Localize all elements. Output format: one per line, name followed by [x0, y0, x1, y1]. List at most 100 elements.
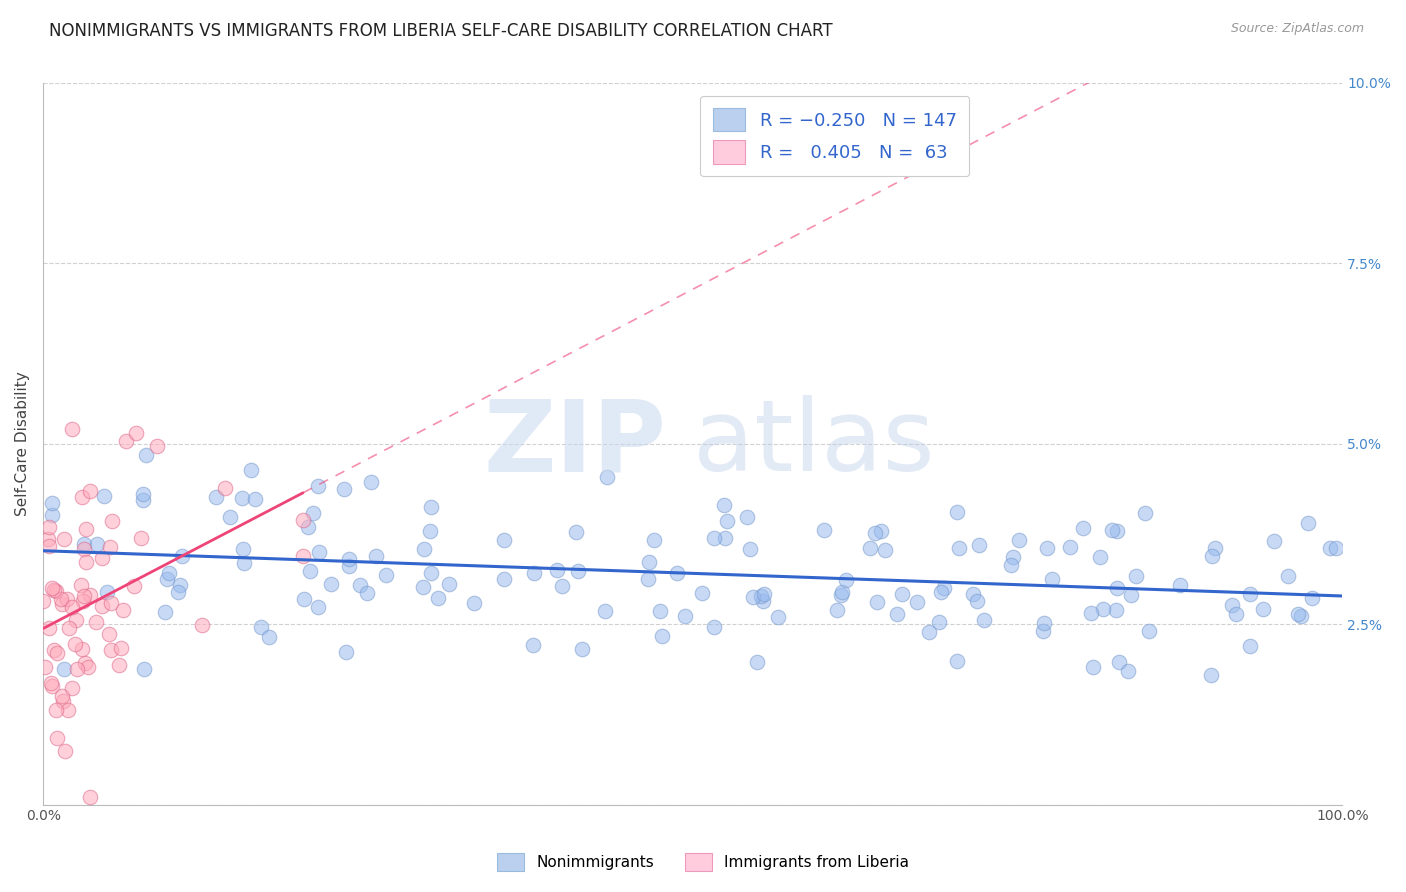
Point — [307, 479, 329, 493]
Point — [231, 491, 253, 505]
Point — [813, 523, 835, 537]
Point — [831, 585, 853, 599]
Point — [1036, 541, 1059, 555]
Point — [73, 541, 96, 556]
Point — [75, 656, 97, 670]
Point — [38, 621, 60, 635]
Point — [66, 662, 89, 676]
Point — [34, 660, 56, 674]
Point — [1059, 540, 1081, 554]
Point — [1071, 521, 1094, 535]
Point — [419, 500, 441, 515]
Point — [1263, 534, 1285, 549]
Point — [638, 555, 661, 569]
Point — [52, 662, 75, 676]
Point — [1204, 541, 1226, 555]
Point — [302, 506, 325, 520]
Point — [946, 505, 969, 519]
Point — [1225, 607, 1247, 622]
Point — [41, 581, 63, 595]
Point — [297, 520, 319, 534]
Point — [945, 654, 967, 668]
Point — [45, 702, 67, 716]
Point — [825, 603, 848, 617]
Point — [205, 490, 228, 504]
Point — [233, 556, 256, 570]
Point — [250, 620, 273, 634]
Point — [420, 566, 443, 581]
Point — [169, 578, 191, 592]
Point — [337, 559, 360, 574]
Point — [973, 613, 995, 627]
Point — [595, 604, 617, 618]
Point — [643, 533, 665, 548]
Point — [929, 584, 952, 599]
Point — [1092, 602, 1115, 616]
Text: ZIP: ZIP — [484, 395, 666, 492]
Point — [45, 584, 67, 599]
Point — [494, 572, 516, 586]
Point — [463, 596, 485, 610]
Point — [1104, 603, 1126, 617]
Point — [875, 543, 897, 558]
Point — [111, 603, 134, 617]
Point — [98, 627, 121, 641]
Point — [1032, 624, 1054, 638]
Point — [1121, 588, 1143, 602]
Point — [427, 591, 450, 605]
Point — [41, 496, 63, 510]
Point — [1199, 668, 1222, 682]
Point — [859, 541, 882, 555]
Point — [703, 619, 725, 633]
Point — [153, 605, 176, 619]
Point — [749, 589, 772, 603]
Point — [132, 492, 155, 507]
Point — [439, 577, 461, 591]
Point — [333, 482, 356, 496]
Point — [737, 510, 759, 524]
Point — [865, 595, 887, 609]
Point — [132, 662, 155, 676]
Point — [928, 615, 950, 629]
Point — [1002, 549, 1025, 564]
Point — [75, 522, 97, 536]
Point — [745, 655, 768, 669]
Point — [96, 585, 118, 599]
Point — [58, 621, 80, 635]
Point — [891, 587, 914, 601]
Point — [110, 640, 132, 655]
Point — [666, 566, 689, 581]
Point — [93, 490, 115, 504]
Point — [319, 577, 342, 591]
Point — [1168, 578, 1191, 592]
Point — [84, 615, 107, 629]
Point — [637, 572, 659, 586]
Point — [349, 578, 371, 592]
Point — [948, 541, 970, 555]
Point — [1277, 569, 1299, 583]
Point — [65, 613, 87, 627]
Point — [232, 541, 254, 556]
Point — [170, 549, 193, 563]
Point — [905, 595, 928, 609]
Point — [375, 567, 398, 582]
Point — [100, 643, 122, 657]
Point — [135, 448, 157, 462]
Point — [870, 524, 893, 538]
Point — [73, 537, 96, 551]
Point — [1298, 516, 1320, 530]
Point — [38, 520, 60, 534]
Point — [124, 425, 146, 440]
Point — [1319, 541, 1341, 556]
Point — [1125, 569, 1147, 583]
Point — [1040, 572, 1063, 586]
Point — [673, 608, 696, 623]
Point — [53, 743, 76, 757]
Point — [60, 599, 83, 614]
Point — [219, 509, 242, 524]
Point — [100, 514, 122, 528]
Point — [44, 643, 66, 657]
Text: atlas: atlas — [693, 395, 935, 492]
Point — [32, 593, 55, 607]
Point — [146, 439, 169, 453]
